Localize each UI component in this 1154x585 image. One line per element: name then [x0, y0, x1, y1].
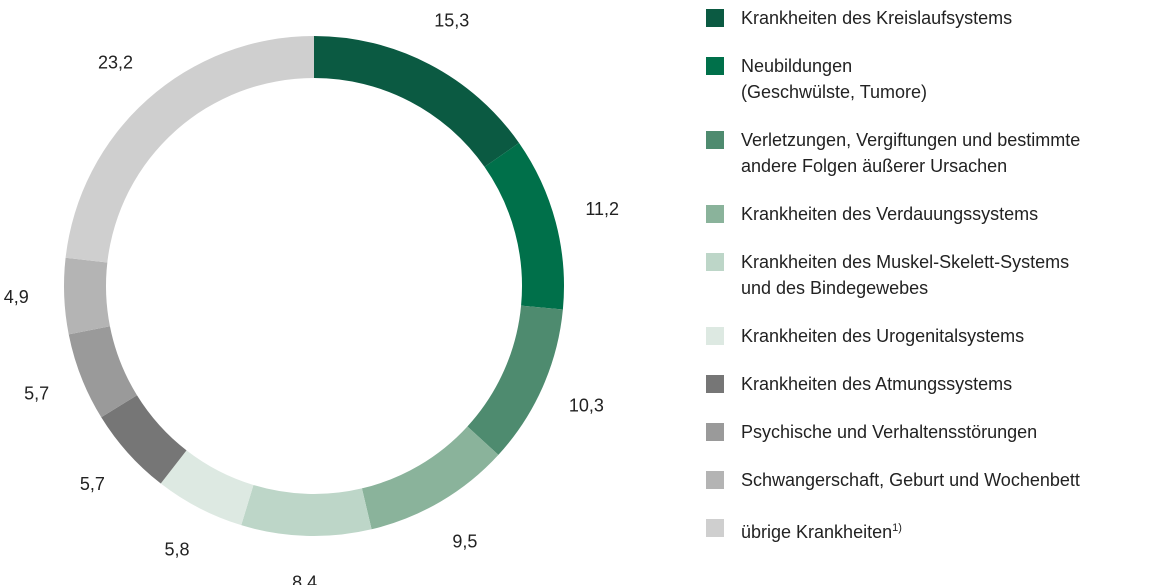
legend-swatch — [706, 9, 724, 27]
donut-segment — [160, 450, 254, 526]
legend-swatch — [706, 57, 724, 75]
data-label: 5,7 — [24, 384, 49, 404]
data-label: 4,9 — [4, 287, 29, 307]
data-label: 10,3 — [569, 396, 604, 416]
legend-label: übrige Krankheiten1) — [741, 515, 902, 545]
legend-text: Krankheiten des Urogenitalsystems — [741, 326, 1025, 346]
legend-item: Krankheiten des Kreislaufsystems — [706, 5, 1146, 31]
legend-text: übrige Krankheiten — [741, 522, 893, 542]
legend-swatch — [706, 375, 724, 393]
legend-text: Krankheiten des Verdauungssystems — [741, 204, 1039, 224]
legend-text: Schwangerschaft, Geburt und Wochenbett — [741, 470, 1080, 490]
footnote-mark: 1) — [892, 522, 902, 534]
legend-text: Verletzungen, Vergiftungen und bestimmte… — [741, 130, 1081, 176]
legend-text: Neubildungen (Geschwülste, Tumore) — [741, 56, 928, 102]
donut-segment — [484, 142, 564, 310]
legend-swatch — [706, 423, 724, 441]
donut-segment — [467, 305, 563, 455]
data-label: 8,4 — [292, 573, 317, 585]
legend-item: Krankheiten des Muskel-Skelett-Systems u… — [706, 249, 1146, 301]
donut-segment — [65, 36, 315, 263]
legend-label: Schwangerschaft, Geburt und Wochenbett — [741, 467, 1080, 493]
legend-item: übrige Krankheiten1) — [706, 515, 1146, 545]
data-label: 5,8 — [165, 539, 190, 559]
legend-swatch — [706, 327, 724, 345]
legend-text: Psychische und Verhaltensstörungen — [741, 422, 1038, 442]
data-label: 15,3 — [434, 11, 469, 31]
data-label: 11,2 — [585, 199, 619, 219]
legend-swatch — [706, 253, 724, 271]
legend-label: Krankheiten des Kreislaufsystems — [741, 5, 1012, 31]
legend-item: Krankheiten des Atmungssystems — [706, 371, 1146, 397]
donut-segment — [68, 326, 137, 418]
legend-label: Verletzungen, Vergiftungen und bestimmte… — [741, 127, 1080, 179]
donut-segment — [314, 36, 519, 167]
legend-item: Psychische und Verhaltensstörungen — [706, 419, 1146, 445]
legend-swatch — [706, 471, 724, 489]
legend-item: Krankheiten des Verdauungssystems — [706, 201, 1146, 227]
legend-label: Krankheiten des Atmungssystems — [741, 371, 1012, 397]
donut-segment — [361, 426, 499, 530]
legend-label: Krankheiten des Urogenitalsystems — [741, 323, 1024, 349]
donut-segment — [241, 484, 372, 536]
legend-swatch — [706, 131, 724, 149]
legend-text: Krankheiten des Atmungssystems — [741, 374, 1013, 394]
legend-swatch — [706, 205, 724, 223]
legend-label: Neubildungen (Geschwülste, Tumore) — [741, 53, 927, 105]
data-label: 5,7 — [80, 474, 105, 494]
data-label: 9,5 — [452, 532, 477, 552]
legend: Krankheiten des Kreislaufsystems Neubildu… — [706, 5, 1146, 567]
data-label: 23,2 — [98, 52, 133, 72]
legend-label: Krankheiten des Verdauungssystems — [741, 201, 1038, 227]
legend-item: Schwangerschaft, Geburt und Wochenbett — [706, 467, 1146, 493]
legend-item: Neubildungen (Geschwülste, Tumore) — [706, 53, 1146, 105]
legend-text: Krankheiten des Kreislaufsystems — [741, 8, 1013, 28]
legend-swatch — [706, 519, 724, 537]
legend-item: Krankheiten des Urogenitalsystems — [706, 323, 1146, 349]
donut-segment — [64, 257, 110, 335]
legend-item: Verletzungen, Vergiftungen und bestimmte… — [706, 127, 1146, 179]
legend-label: Psychische und Verhaltensstörungen — [741, 419, 1037, 445]
legend-label: Krankheiten des Muskel-Skelett-Systems u… — [741, 249, 1069, 301]
chart: 15,3 11,2 10,3 9,5 8,4 5,8 5,7 5,7 4,9 23,2 — [4, 11, 619, 585]
legend-text: Krankheiten des Muskel-Skelett-Systems u… — [741, 252, 1070, 298]
donut-segment — [101, 395, 187, 484]
